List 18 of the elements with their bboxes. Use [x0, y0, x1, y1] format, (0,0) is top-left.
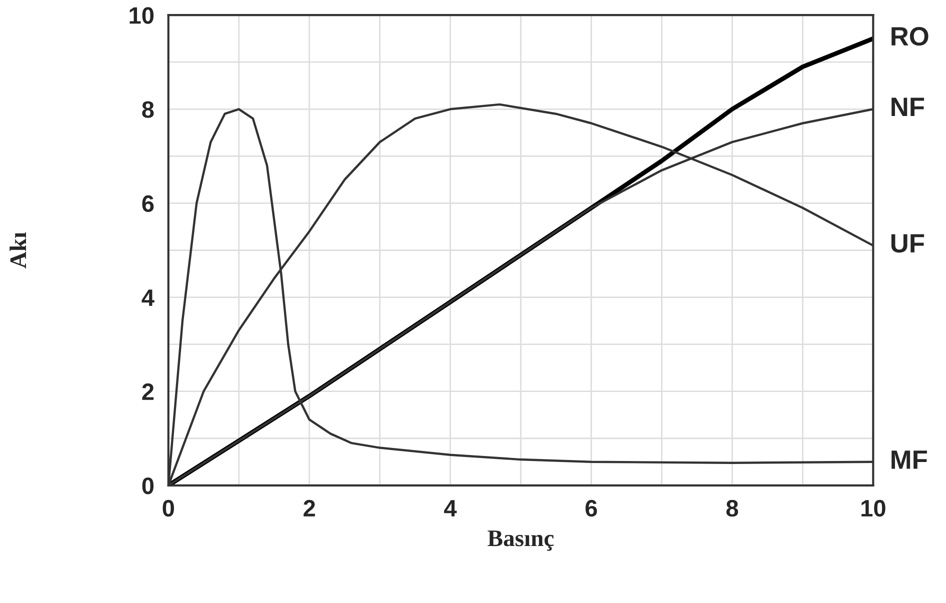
y-tick-label: 4 [142, 290, 154, 306]
x-tick-label: 8 [726, 500, 738, 517]
y-tick-label: 8 [142, 101, 154, 118]
x-tick-label: 6 [586, 500, 597, 517]
series-label: NF [892, 98, 924, 116]
x-tick-label: 0 [162, 500, 174, 517]
y-axis-title: Akı [10, 232, 26, 268]
series-label: UF [891, 234, 924, 253]
y-tick-label: 2 [142, 383, 154, 400]
x-tick-label: 4 [444, 500, 457, 516]
series-label: RO [892, 26, 928, 46]
y-tick-label: 0 [142, 477, 154, 494]
y-tick-label: 6 [142, 195, 154, 212]
series-label: MF [892, 450, 927, 469]
x-tick-label: 10 [862, 500, 886, 517]
x-tick-label: 2 [304, 500, 315, 516]
y-tick-label: 10 [130, 7, 154, 24]
x-axis-title: Basınç [488, 530, 554, 551]
